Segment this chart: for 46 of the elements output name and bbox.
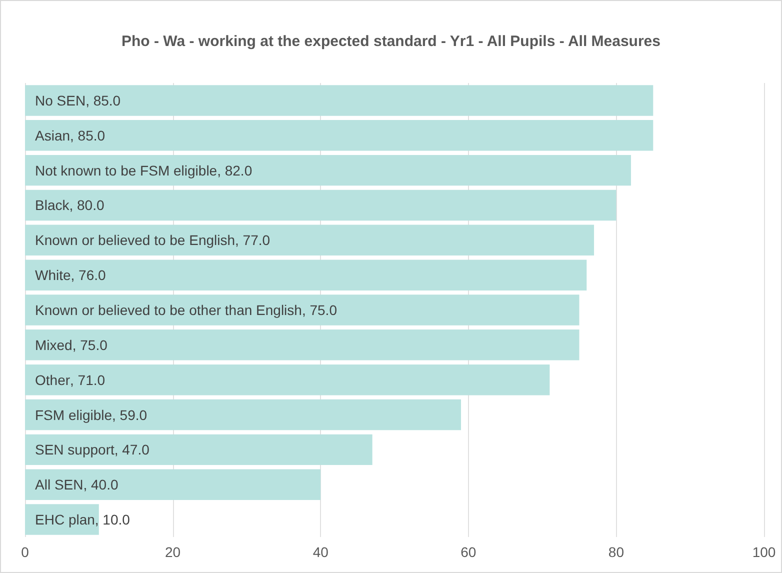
data-label: , 40.0 [83,476,118,493]
bar [25,154,631,186]
data-label: , 75.0 [302,302,338,318]
y-tick-label: Not known to be FSM eligible [35,162,218,178]
data-label: , 10.0 [94,512,130,528]
chart-title: Pho - Wa - working at the expected standard - Yr1 - All Pupils - All Measures [122,33,660,50]
bar [25,330,580,360]
bar [25,364,550,396]
data-label: , 76.0 [70,267,106,284]
y-tick-label: Asian [35,127,70,144]
bar [25,190,616,221]
data-label: , 80.0 [69,197,104,214]
y-tick-label: Known or believed to be other than English [35,302,302,318]
y-tick-label: All SEN [35,476,84,493]
y-tick-label: Other [35,372,70,388]
x-tick-label: 20 [165,544,181,560]
y-tick-label: Mixed [35,336,72,353]
x-tick-label: 80 [608,544,624,560]
y-tick-label: White [35,267,71,284]
y-tick-label: SEN support [35,442,114,458]
y-tick-label: FSM eligible [35,406,112,423]
x-tick-label: 60 [460,544,476,560]
data-label: , 59.0 [112,406,148,423]
bar [25,294,580,326]
y-tick-label: EHC plan [35,512,95,528]
data-label: , 47.0 [114,442,150,458]
data-label: , 85.0 [70,127,106,144]
x-tick-label: 40 [312,544,329,560]
bar [25,85,654,116]
y-tick-label: No SEN [35,92,86,108]
bar [25,434,372,466]
bar [25,469,321,500]
bar [25,260,587,290]
bar [25,504,99,535]
data-label: , 71.0 [70,372,106,388]
y-tick-label: Known or believed to be English [35,232,236,248]
bar [25,120,654,151]
data-label: , 77.0 [235,232,270,248]
bar [25,399,462,430]
data-label: , 75.0 [72,336,108,353]
bar [25,224,594,256]
x-tick-label: 100 [752,544,776,560]
data-label: , 82.0 [217,162,252,178]
data-label: , 85.0 [86,92,121,108]
y-tick-label: Black [35,197,70,214]
x-tick-label: 0 [21,544,30,560]
